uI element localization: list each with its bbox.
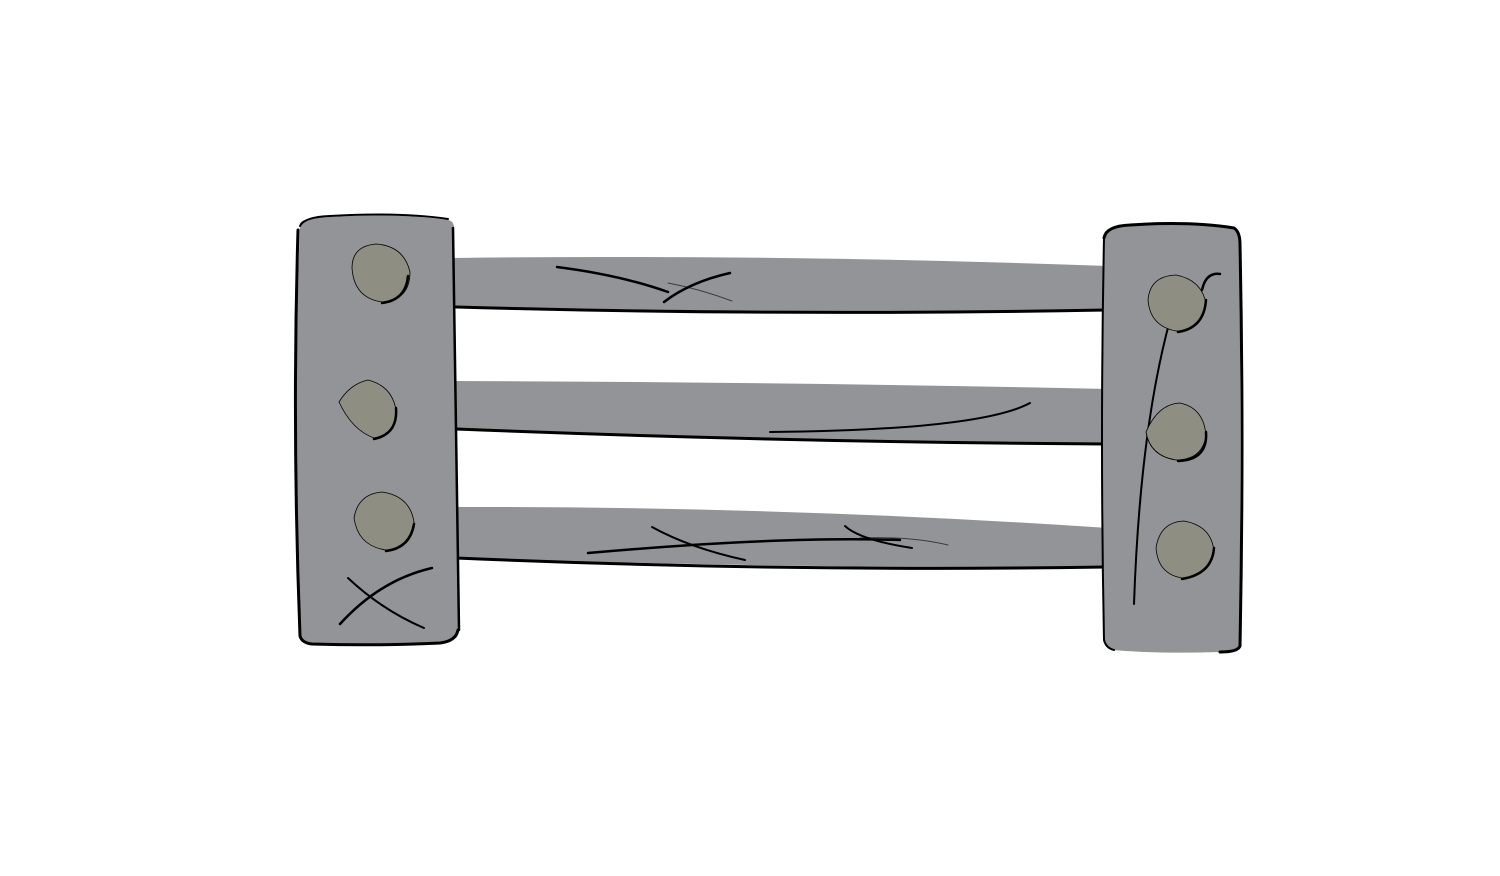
- rail-top: [452, 257, 1108, 314]
- nail: [1147, 274, 1208, 334]
- nail: [351, 243, 411, 305]
- nail: [1155, 520, 1216, 581]
- nail: [338, 379, 398, 441]
- post-right: [1101, 222, 1244, 654]
- post-left: [293, 213, 461, 647]
- nail: [353, 491, 416, 553]
- rails: [452, 257, 1108, 570]
- rail-bottom: [452, 506, 1108, 570]
- rail-middle: [452, 381, 1108, 446]
- nail: [1145, 402, 1208, 463]
